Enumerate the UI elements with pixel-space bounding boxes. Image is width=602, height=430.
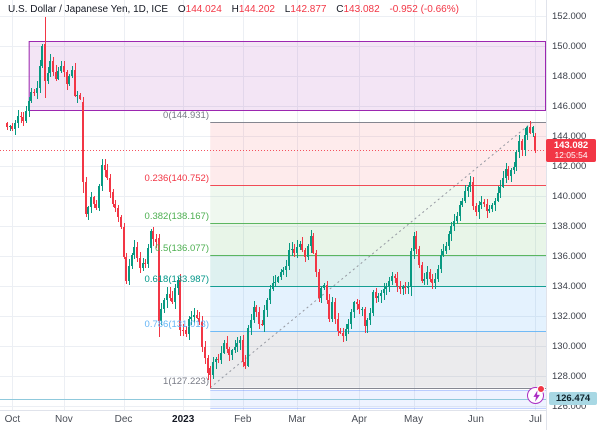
symbol-title: U.S. Dollar / Japanese Yen, 1D, ICE xyxy=(8,4,169,15)
last-price-value: 143.082 xyxy=(553,139,589,151)
fib-level-label[interactable]: 0.236(140.752) xyxy=(144,172,209,184)
fib-level-label[interactable]: 1(127.223) xyxy=(163,375,209,387)
fib-level-label[interactable]: 0.786(131.013) xyxy=(144,318,209,330)
notification-dot xyxy=(537,385,545,393)
price-axis-label: 148.000 xyxy=(552,70,587,82)
price-axis-label: 140.000 xyxy=(552,190,587,202)
quick-alert-button[interactable] xyxy=(527,385,545,404)
fib-level-label[interactable]: 0.5(136.077) xyxy=(155,242,209,254)
price-axis-label: 134.000 xyxy=(552,280,587,292)
low-label: L xyxy=(284,4,291,15)
price-axis-label: 142.000 xyxy=(552,160,587,172)
close-label: C xyxy=(336,4,344,15)
time-axis-label: Mar xyxy=(288,414,306,425)
time-axis-label: Dec xyxy=(114,414,133,425)
time-axis-label: Feb xyxy=(234,414,252,425)
alert-price-tag: 126.474 xyxy=(549,392,597,406)
symbol-info-bar[interactable]: U.S. Dollar / Japanese Yen, 1D, ICE O144… xyxy=(8,4,459,16)
time-axis-label: Jul xyxy=(529,414,542,425)
price-axis-label: 152.000 xyxy=(552,10,587,22)
time-axis-label: Apr xyxy=(351,414,368,425)
price-axis-label: 130.000 xyxy=(552,340,587,352)
fib-level-label[interactable]: 0.382(138.167) xyxy=(144,211,209,223)
price-axis-label: 126.000 xyxy=(552,400,587,412)
time-axis-label: Jun xyxy=(467,414,484,425)
price-axis-label: 150.000 xyxy=(552,40,587,52)
high-value: 144.202 xyxy=(238,4,275,15)
fib-level-label[interactable]: 0.618(133.987) xyxy=(144,274,209,286)
price-axis-label: 132.000 xyxy=(552,310,587,322)
price-axis-label: 144.000 xyxy=(552,130,587,142)
high-label: H xyxy=(231,4,239,15)
time-axis-label: May xyxy=(404,414,423,425)
time-axis-label: Nov xyxy=(55,414,73,425)
price-axis-label: 136.000 xyxy=(552,250,587,262)
price-axis-label: 146.000 xyxy=(552,100,587,112)
fib-level-label[interactable]: 0(144.931) xyxy=(163,110,209,122)
open-label: O xyxy=(177,4,186,15)
low-value: 142.877 xyxy=(290,4,327,15)
price-axis-label: 128.000 xyxy=(552,370,587,382)
bar-countdown: 12:05:54 xyxy=(554,149,588,160)
price-axis-label: 138.000 xyxy=(552,220,587,232)
last-price-tag: 143.082 12:05:54 xyxy=(546,138,596,162)
time-axis-label: 2023 xyxy=(172,414,195,425)
open-value: 144.024 xyxy=(185,4,222,15)
close-value: 143.082 xyxy=(343,4,380,15)
time-axis-label: Oct xyxy=(4,414,21,425)
price-change: -0.952 (-0.66%) xyxy=(389,4,459,15)
